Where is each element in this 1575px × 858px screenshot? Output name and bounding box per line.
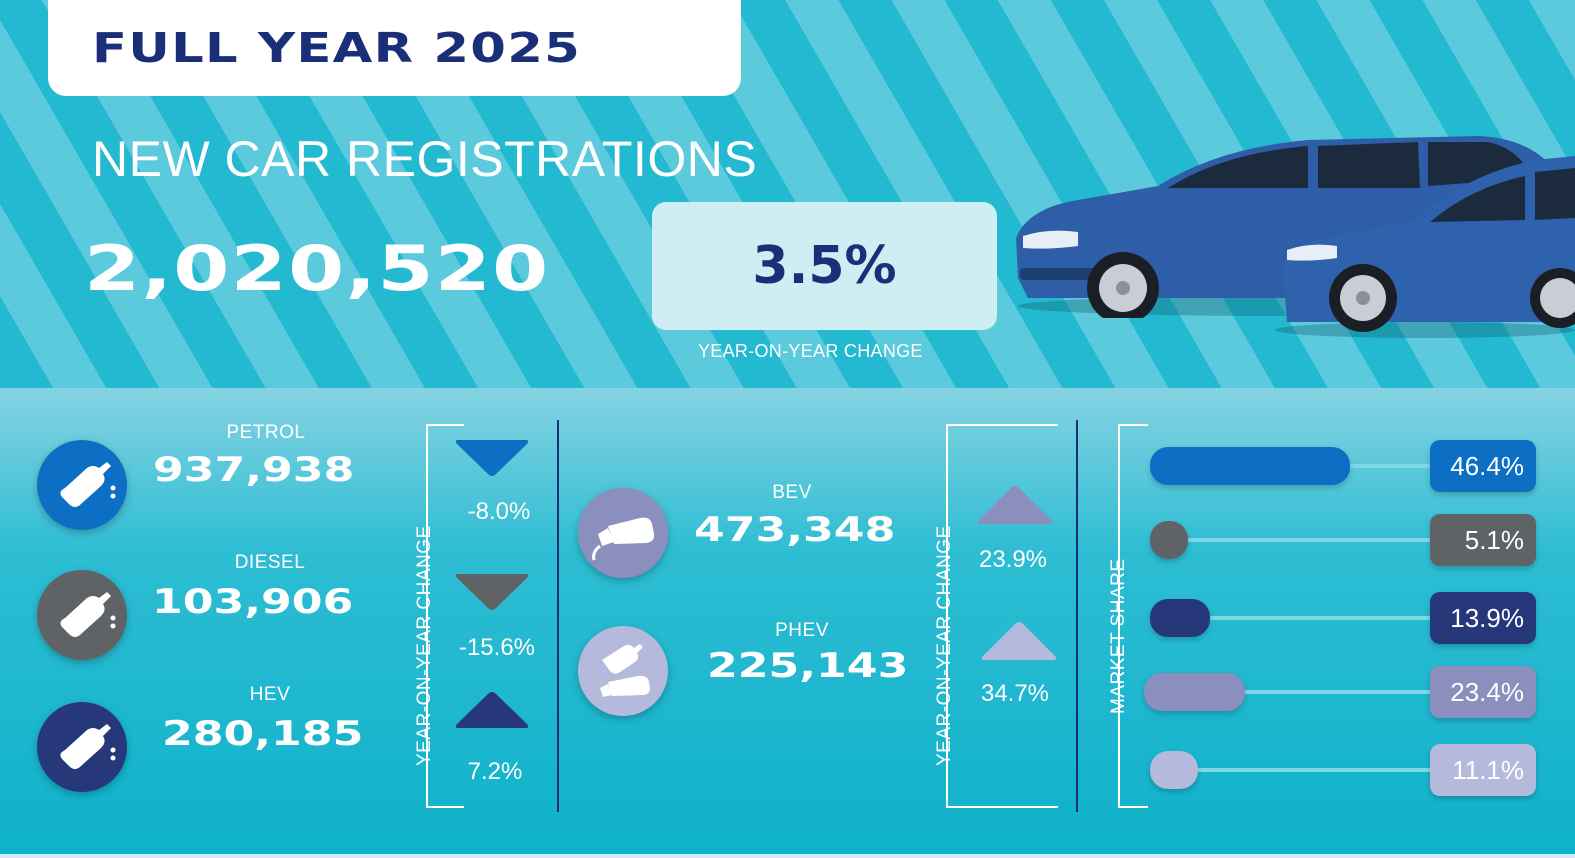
yoy-bracket-right-top bbox=[946, 424, 1058, 426]
yoy-change-caption: YEAR-ON-YEAR CHANGE bbox=[698, 341, 923, 361]
page-title: FULL YEAR 2025 bbox=[92, 24, 582, 72]
share-bracket-top bbox=[1118, 424, 1148, 426]
diesel-change: -15.6% bbox=[458, 634, 536, 661]
phev-change: 34.7% bbox=[980, 680, 1050, 707]
share-bracket-bottom bbox=[1118, 806, 1148, 808]
market-share-bar bbox=[1150, 447, 1350, 485]
yoy-change-card: 3.5% bbox=[652, 202, 997, 330]
phev-up-arrow-icon bbox=[981, 622, 1057, 660]
petrol-change: -8.0% bbox=[467, 498, 531, 525]
market-share-badge: 13.9% bbox=[1430, 592, 1536, 644]
petrol-value: 937,938 bbox=[153, 450, 355, 490]
bev-up-arrow-icon bbox=[977, 486, 1053, 524]
market-share-badge: 5.1% bbox=[1430, 514, 1536, 566]
bev-label: BEV bbox=[772, 482, 812, 503]
divider-2 bbox=[1076, 420, 1078, 812]
car-illustration-front bbox=[1275, 156, 1575, 338]
market-share-bar bbox=[1144, 673, 1245, 711]
bev-charger-icon bbox=[578, 488, 668, 578]
petrol-label: PETROL bbox=[226, 422, 306, 443]
yoy-axis-label-right: YEAR-ON-YEAR CHANGE bbox=[934, 525, 955, 766]
yoy-bracket-left bbox=[426, 424, 428, 808]
market-share-badge: 11.1% bbox=[1430, 744, 1536, 796]
yoy-bracket-right bbox=[946, 424, 948, 808]
market-share-track bbox=[1160, 690, 1440, 694]
bev-change: 23.9% bbox=[978, 546, 1048, 573]
hev-change: 7.2% bbox=[467, 758, 523, 785]
phev-label: PHEV bbox=[775, 620, 829, 641]
hev-label: HEV bbox=[249, 684, 291, 705]
breakdown-panel: PETROL 937,938 DIESEL 103,906 HEV 280,18… bbox=[0, 388, 1575, 858]
market-share-badge: 46.4% bbox=[1430, 440, 1536, 492]
diesel-value: 103,906 bbox=[152, 582, 354, 622]
market-share-label: MARKET SHARE bbox=[1108, 558, 1129, 714]
yoy-bracket-left-top bbox=[426, 424, 464, 426]
divider-1 bbox=[557, 420, 559, 812]
diesel-down-arrow-icon bbox=[455, 574, 529, 610]
yoy-change-value: 3.5% bbox=[752, 236, 897, 296]
header-banner: FULL YEAR 2025 NEW CAR REGISTRATIONS 2,0… bbox=[0, 0, 1575, 388]
share-bracket bbox=[1118, 424, 1120, 808]
page-subtitle: NEW CAR REGISTRATIONS bbox=[92, 131, 758, 187]
phev-value: 225,143 bbox=[707, 646, 909, 686]
market-share-track bbox=[1160, 616, 1440, 620]
diesel-label: DIESEL bbox=[234, 552, 306, 573]
market-share-track bbox=[1160, 768, 1440, 772]
market-share-bar bbox=[1150, 599, 1210, 637]
market-share-bar bbox=[1150, 521, 1188, 559]
market-share-track bbox=[1160, 538, 1440, 542]
bottom-strip bbox=[0, 854, 1575, 858]
yoy-axis-label-left: YEAR-ON-YEAR CHANGE bbox=[414, 525, 435, 766]
total-registrations: 2,020,520 bbox=[84, 232, 550, 305]
bev-value: 473,348 bbox=[694, 510, 896, 550]
hev-value: 280,185 bbox=[162, 714, 364, 754]
market-share-bar bbox=[1150, 751, 1198, 789]
hev-up-arrow-icon bbox=[455, 692, 529, 728]
yoy-bracket-left-bottom bbox=[426, 806, 464, 808]
petrol-pump-icon bbox=[37, 440, 127, 530]
diesel-pump-icon bbox=[37, 570, 127, 660]
market-share-badge: 23.4% bbox=[1430, 666, 1536, 718]
petrol-down-arrow-icon bbox=[455, 440, 529, 476]
hev-pump-icon bbox=[37, 702, 127, 792]
phev-plug-icon bbox=[578, 626, 668, 716]
yoy-bracket-right-bottom bbox=[946, 806, 1058, 808]
title-card: FULL YEAR 2025 bbox=[48, 0, 741, 96]
